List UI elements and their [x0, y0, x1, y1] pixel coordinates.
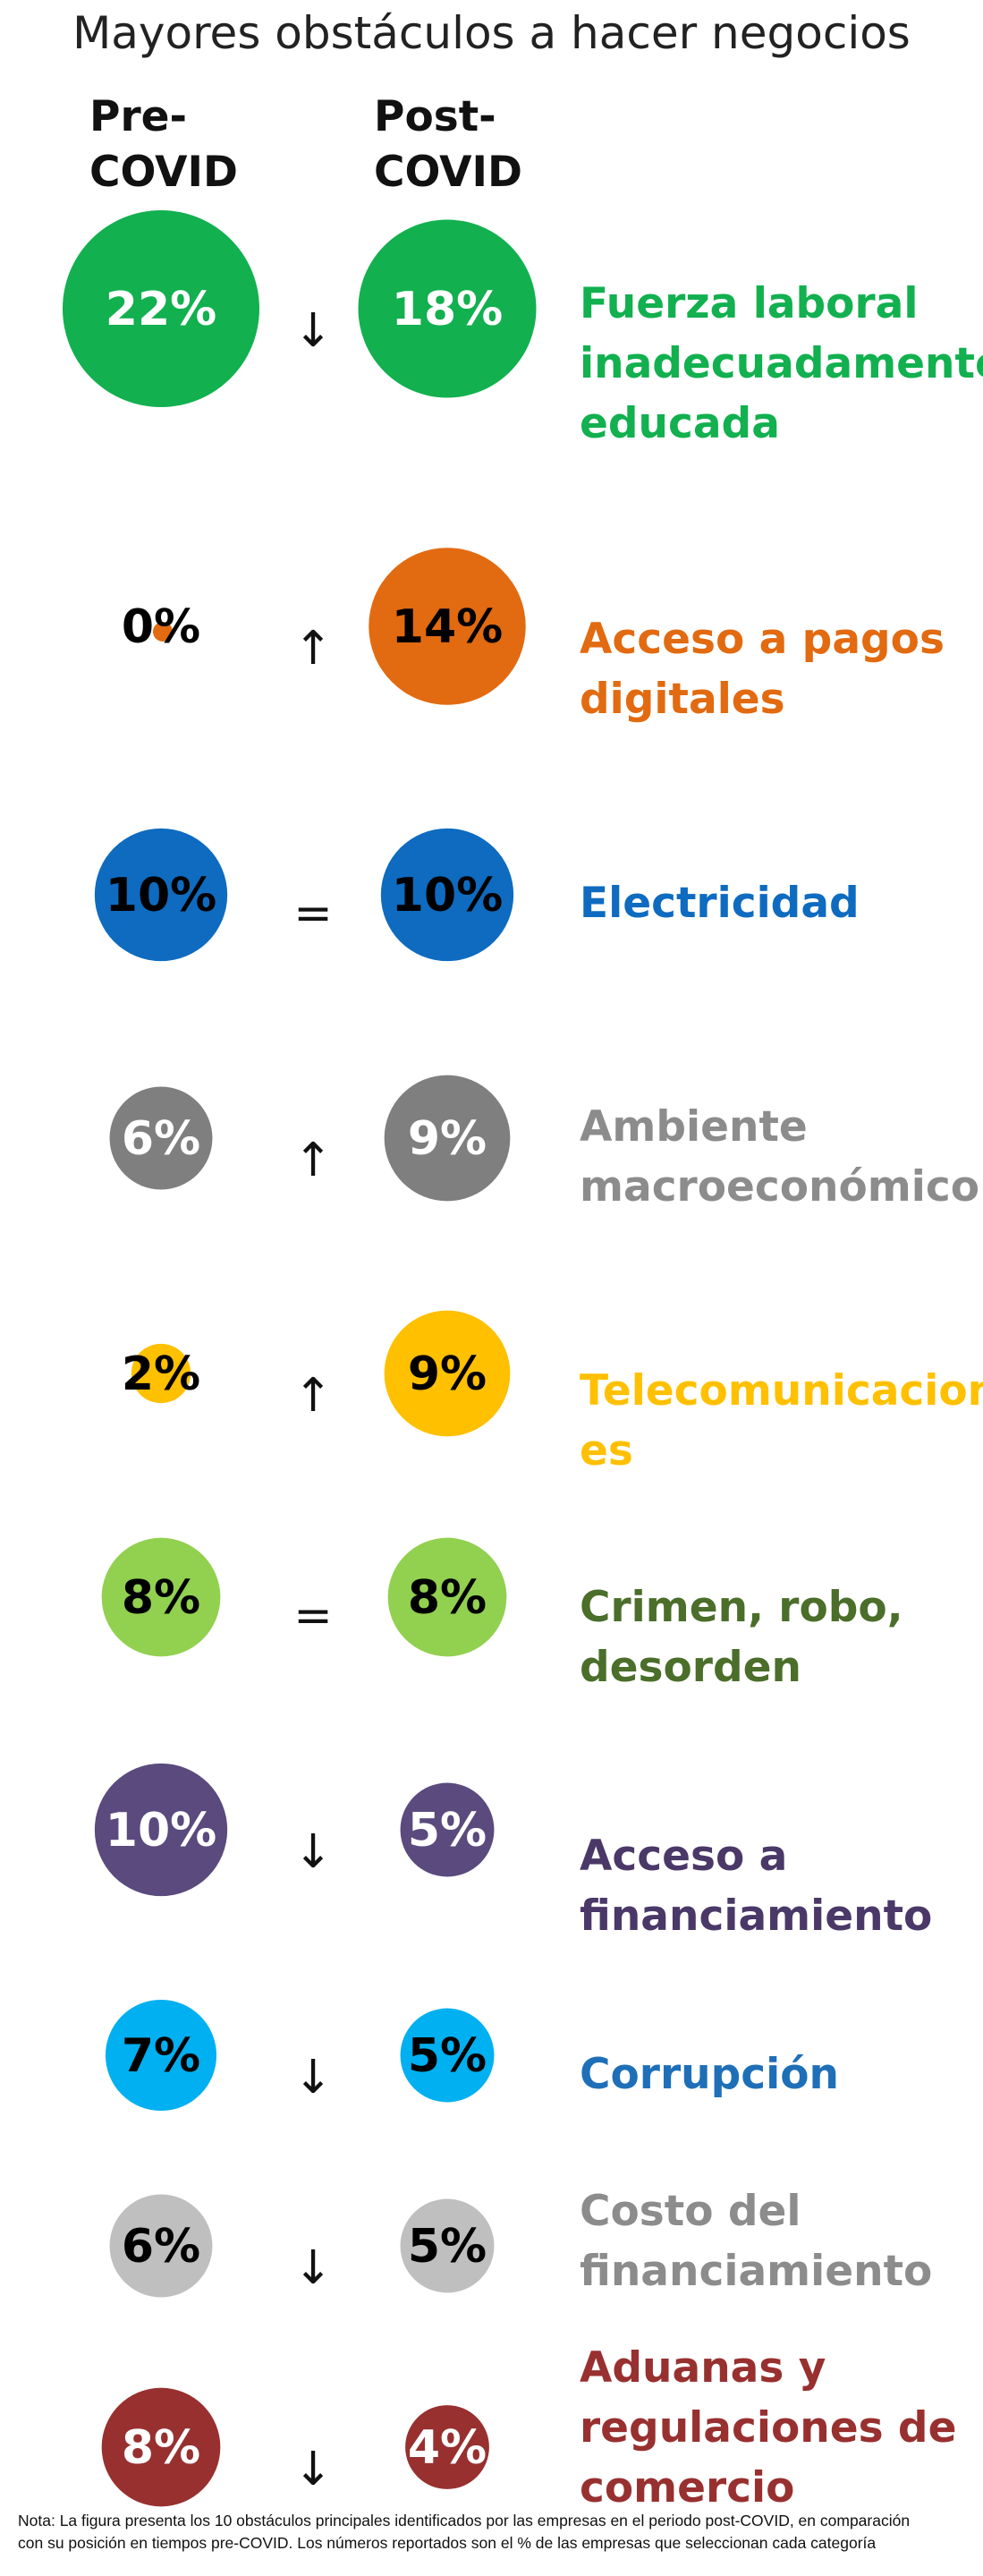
bubble-pre-6	[101, 1537, 221, 1657]
category-label-9: Costo del financiamiento	[580, 2187, 932, 2296]
value-label-pre-1: 22%	[106, 283, 216, 336]
value-label-pre-8: 7%	[122, 2029, 200, 2083]
value-label-post-3: 10%	[392, 869, 503, 922]
value-label-post-2: 14%	[392, 600, 503, 654]
bubble-pre-9	[109, 2194, 213, 2298]
bubble-pre-3	[94, 828, 228, 962]
category-label-3: Electricidad	[580, 879, 860, 928]
column-header-post-covid: Post- COVID	[374, 89, 522, 200]
value-label-pre-7: 10%	[106, 1804, 216, 1858]
value-label-pre-6: 8%	[122, 1571, 200, 1625]
bubble-post-4	[384, 1075, 511, 1202]
category-label-6-line-1: Crimen, robo,	[580, 1583, 903, 1632]
category-label-2: Acceso a pagos digitales	[580, 615, 945, 724]
bubble-post-2	[369, 548, 526, 705]
category-label-1-line-1: Fuerza laboral	[580, 279, 918, 328]
value-label-pre-10: 8%	[122, 2421, 200, 2475]
category-label-1-line-2: inadecuadamente	[580, 339, 983, 388]
category-label-3-line-1: Electricidad	[580, 879, 860, 928]
column-header-pre-line-1: Pre-	[89, 92, 188, 141]
bubble-post-6	[387, 1537, 507, 1657]
category-label-5-line-1: Telecomunicacion	[580, 1366, 983, 1416]
chart-title: Mayores obstáculos a hacer negocios	[72, 7, 911, 59]
column-header-post-line-1: Post-	[374, 92, 496, 141]
change-indicator-8: ↓	[293, 2051, 333, 2104]
bubble-post-9	[400, 2198, 495, 2293]
column-header-post-line-2: COVID	[374, 148, 523, 197]
category-label-8-line-1: Corrupción	[580, 2050, 839, 2099]
category-label-10: Aduanas y regulaciones de comercio	[580, 2343, 956, 2512]
change-indicator-2: ↑	[293, 622, 333, 676]
category-label-2-line-2: digitales	[580, 675, 785, 724]
bubble-post-1	[358, 219, 537, 398]
category-label-6: Crimen, robo, desorden	[580, 1583, 903, 1692]
category-label-4: Ambiente macroeconómico	[580, 1102, 979, 1211]
footnote-line-2: con su posición en tiempos pre-COVID. Lo…	[18, 2534, 877, 2552]
footnote: Nota: La figura presenta los 10 obstácul…	[18, 2510, 970, 2555]
value-label-post-1: 18%	[392, 283, 503, 336]
value-label-post-5: 9%	[408, 1348, 487, 1401]
category-label-7-line-1: Acceso a	[580, 1832, 787, 1881]
category-label-5: Telecomunicacion es	[580, 1366, 983, 1475]
category-label-9-line-2: financiamiento	[580, 2247, 932, 2296]
change-indicator-5: ↑	[293, 1369, 333, 1423]
value-label-pre-5: 2%	[122, 1348, 200, 1401]
bubble-pre-7	[94, 1763, 228, 1897]
category-label-7-line-2: financiamiento	[580, 1892, 932, 1941]
value-label-post-4: 9%	[408, 1112, 487, 1166]
value-label-pre-2: 0%	[122, 600, 200, 654]
category-label-1-line-3: educada	[580, 399, 780, 448]
value-label-pre-4: 6%	[122, 1112, 200, 1166]
value-label-pre-9: 6%	[122, 2220, 200, 2274]
change-indicator-6: =	[293, 1589, 333, 1643]
category-label-1: Fuerza laboral inadecuadamente educada	[580, 279, 983, 448]
category-label-2-line-1: Acceso a pagos	[580, 615, 945, 664]
bubble-post-10	[405, 2405, 489, 2489]
category-label-7: Acceso a financiamiento	[580, 1832, 932, 1941]
bubble-post-5	[384, 1310, 511, 1437]
change-indicator-3: =	[293, 887, 333, 940]
bubble-pre-10	[101, 2387, 221, 2507]
value-label-post-10: 4%	[408, 2421, 487, 2475]
category-label-5-line-2: es	[580, 1426, 633, 1475]
change-indicator-9: ↓	[293, 2241, 333, 2295]
column-header-pre-line-2: COVID	[89, 148, 239, 197]
bubble-pre-5	[131, 1343, 191, 1404]
value-label-pre-3: 10%	[106, 869, 216, 922]
category-label-10-line-3: comercio	[580, 2463, 794, 2512]
change-indicator-10: ↓	[293, 2443, 333, 2496]
bubble-pre-1	[63, 210, 259, 407]
bubble-pre-2	[153, 622, 173, 642]
bubble-post-8	[400, 2008, 495, 2103]
value-label-post-9: 5%	[408, 2220, 487, 2274]
category-label-8: Corrupción	[580, 2050, 839, 2099]
category-label-10-line-2: regulaciones de	[580, 2403, 956, 2453]
footnote-line-1: Nota: La figura presenta los 10 obstácul…	[18, 2512, 911, 2529]
bubble-post-3	[380, 828, 514, 962]
bubble-pre-4	[109, 1086, 213, 1190]
change-indicator-4: ↑	[293, 1134, 333, 1187]
value-label-post-7: 5%	[408, 1804, 487, 1858]
column-header-pre-covid: Pre- COVID	[89, 89, 238, 200]
change-indicator-1: ↓	[293, 304, 333, 358]
category-label-6-line-2: desorden	[580, 1643, 801, 1692]
category-label-9-line-1: Costo del	[580, 2187, 801, 2236]
category-label-4-line-1: Ambiente	[580, 1102, 808, 1152]
value-label-post-8: 5%	[408, 2029, 487, 2083]
bubble-post-7	[400, 1782, 495, 1877]
bubble-pre-8	[105, 1999, 217, 2112]
value-label-post-6: 8%	[408, 1571, 487, 1625]
category-label-4-line-2: macroeconómico	[580, 1162, 979, 1211]
category-label-10-line-1: Aduanas y	[580, 2343, 826, 2393]
change-indicator-7: ↓	[293, 1825, 333, 1879]
